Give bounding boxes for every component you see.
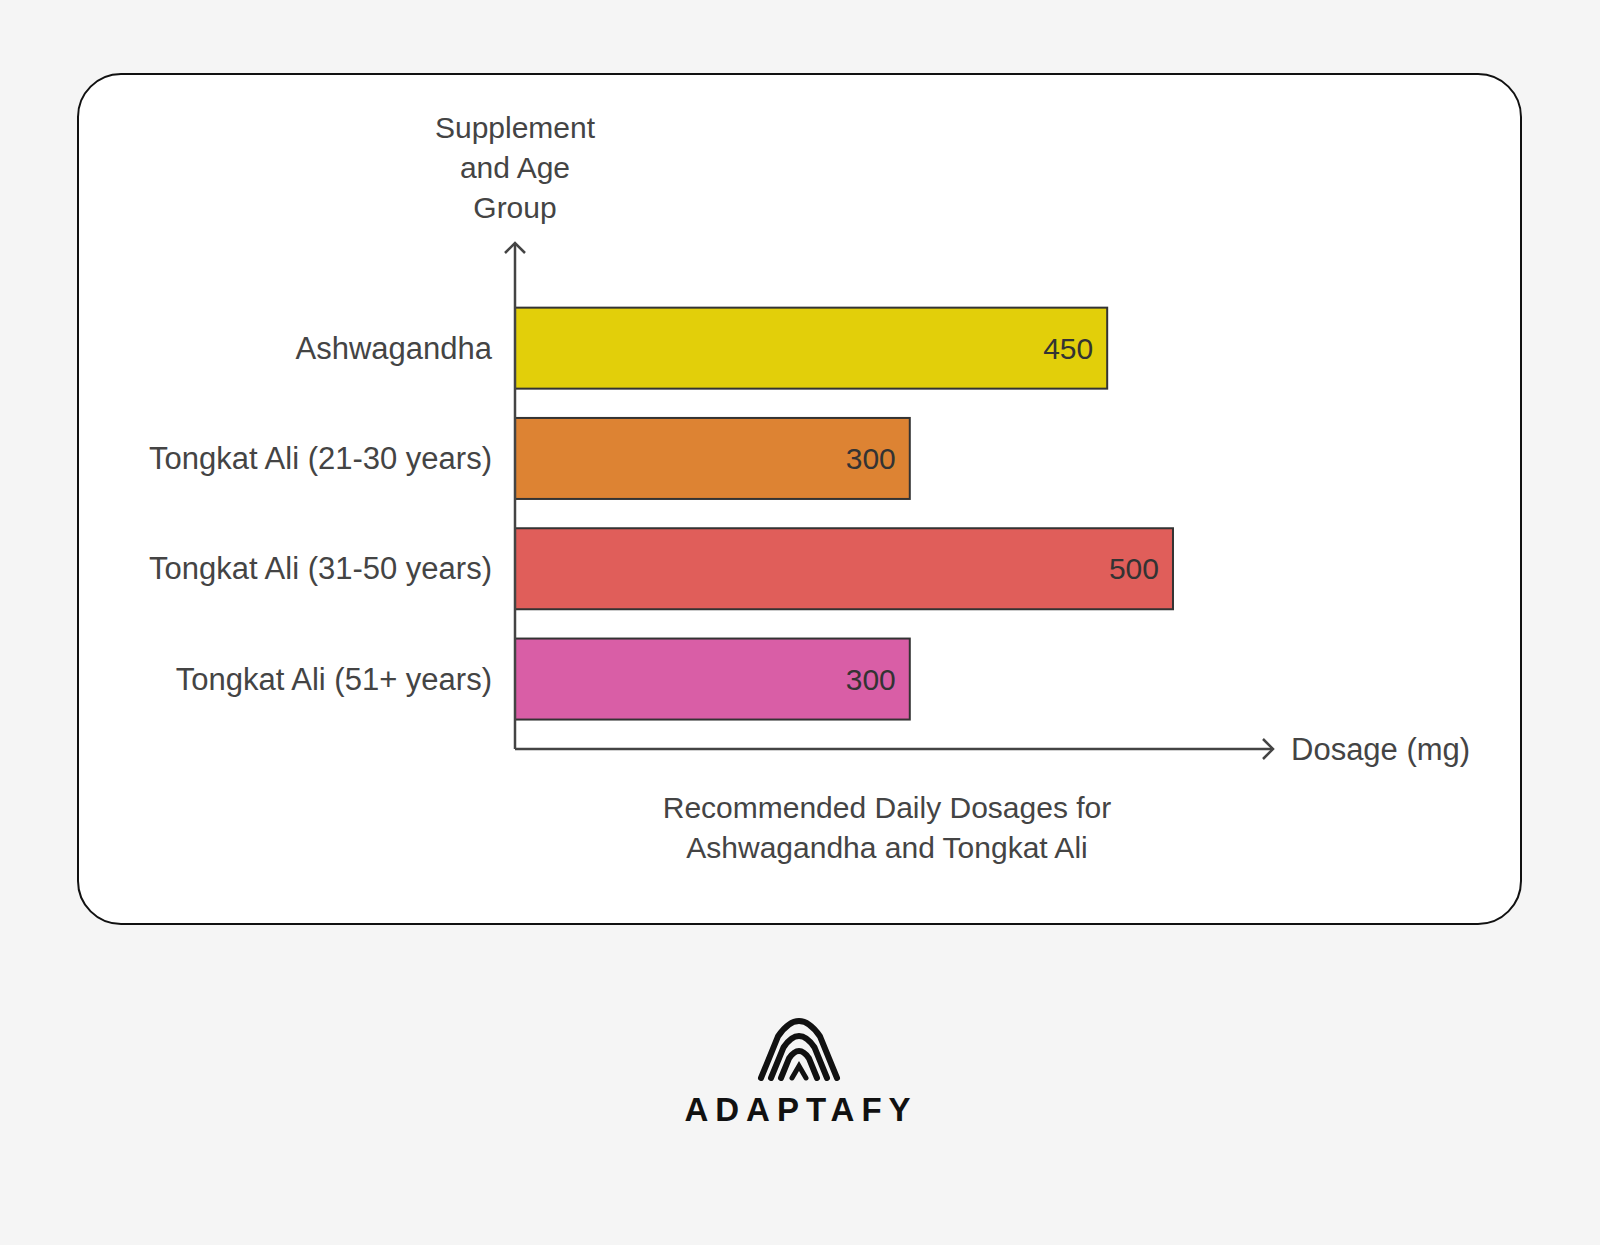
category-label: Tongkat Ali (21-30 years)	[149, 441, 492, 476]
y-axis	[514, 243, 517, 749]
chart-title: Recommended Daily Dosages for Ashwagandh…	[617, 788, 1157, 868]
data-label: 500	[1109, 552, 1159, 585]
x-axis	[515, 748, 1273, 751]
data-label: 300	[846, 663, 896, 696]
bar	[515, 308, 1107, 389]
x-axis-arrow	[1263, 739, 1273, 759]
y-axis-arrow	[505, 243, 525, 253]
x-axis-label: Dosage (mg)	[1291, 732, 1470, 767]
bar	[515, 639, 910, 720]
bar	[515, 418, 910, 499]
bars	[515, 308, 1173, 720]
chart-svg: Ashwagandha Tongkat Ali (21-30 years) Tong…	[0, 0, 1600, 1245]
brand: ADAPTAFY	[684, 1091, 917, 1128]
category-label: Tongkat Ali (31-50 years)	[149, 551, 492, 586]
y-axis-label: Supplement and Age Group	[415, 108, 615, 228]
bar	[515, 528, 1173, 609]
category-label: Tongkat Ali (51+ years)	[176, 662, 492, 697]
category-label: Ashwagandha	[296, 331, 493, 366]
data-label: 450	[1043, 332, 1093, 365]
data-label: 300	[846, 442, 896, 475]
logo-icon	[761, 1021, 837, 1078]
axes	[505, 243, 1273, 759]
